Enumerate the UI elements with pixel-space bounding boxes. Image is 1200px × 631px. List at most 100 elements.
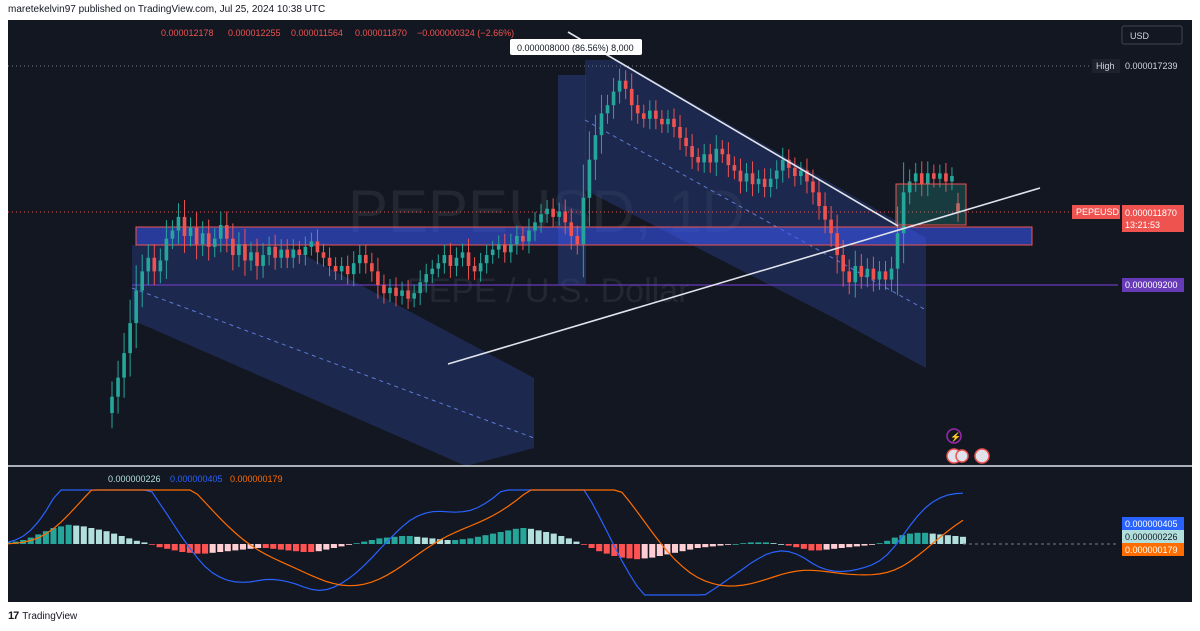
macd-histogram-bar <box>35 534 42 544</box>
candle-body <box>654 110 658 119</box>
macd-histogram-bar <box>292 544 300 552</box>
candle-body <box>339 265 344 272</box>
candle-body <box>158 260 163 272</box>
macd-histogram-bar <box>838 544 845 548</box>
macd-histogram-bar <box>702 544 709 548</box>
candle-body <box>478 263 483 272</box>
candle-body <box>593 135 598 160</box>
high-value-label: 0.000017239 <box>1125 61 1178 71</box>
candle-body <box>768 178 773 187</box>
macd-histogram-bar <box>611 544 618 556</box>
chart-frame: PEPEUSD, 1D PEPE / U.S. Dollar 0.0000121… <box>8 20 1192 602</box>
candle-body <box>696 156 700 163</box>
candle-body <box>539 214 543 223</box>
candle-body <box>919 173 924 185</box>
candle-body <box>243 244 247 261</box>
macd-histogram-bar <box>421 537 428 544</box>
macd-histogram-bar <box>490 533 497 544</box>
ohlc-close: 0.000011870 <box>355 28 407 38</box>
currency-button-label: USD <box>1130 31 1150 41</box>
candle-body <box>303 246 308 256</box>
candle-body <box>660 118 664 125</box>
candle-body <box>944 173 948 182</box>
macd-histogram-bar <box>239 544 246 550</box>
macd-histogram-bar <box>603 544 610 554</box>
macd-histogram-bar <box>353 543 360 544</box>
candle-body <box>527 230 531 242</box>
macd-histogram-bar <box>346 544 353 545</box>
candle-body <box>726 154 731 166</box>
us-flag-event-icon-3[interactable] <box>974 448 990 464</box>
macd-histogram-bar <box>164 544 171 549</box>
us-flag-event-icon-2[interactable] <box>955 449 969 463</box>
candle-body <box>895 233 900 269</box>
macd-histogram-bar <box>626 544 633 559</box>
candle-body <box>575 235 580 245</box>
macd-histogram-bar <box>891 537 898 544</box>
candle-body <box>883 271 888 280</box>
ascending-trendline <box>447 187 1041 365</box>
candle-body <box>315 241 320 253</box>
candle-body <box>297 249 302 256</box>
macd-histogram-bar <box>694 544 701 548</box>
lightning-event-icon[interactable] <box>946 428 962 444</box>
high-value-box <box>1122 59 1184 73</box>
macd-histogram-bar <box>399 536 406 544</box>
candle-body <box>200 233 205 245</box>
candle-body <box>357 255 362 264</box>
candle-body <box>472 265 477 272</box>
candle-body <box>521 235 525 242</box>
candle-body <box>762 178 767 187</box>
candle-body <box>351 263 356 275</box>
channel-right-midline <box>584 119 927 311</box>
candle-body <box>841 255 845 272</box>
macd-histogram-bar <box>565 538 572 544</box>
macd-histogram-bar <box>770 543 777 544</box>
macd-histogram-bar <box>937 534 944 544</box>
macd-histogram-bar <box>209 544 216 553</box>
macd-histogram-bar <box>452 540 459 544</box>
candle-body <box>901 192 906 234</box>
macd-histogram-bar <box>671 544 679 553</box>
currency-button[interactable] <box>1121 25 1183 45</box>
macd-histogram-bar <box>330 544 337 548</box>
candle-body <box>285 249 290 258</box>
price-chart[interactable]: PEPEUSD, 1D PEPE / U.S. Dollar 0.0000121… <box>8 20 1192 602</box>
symbol-tag-box <box>1072 205 1120 219</box>
macd-histogram-bar <box>148 544 156 545</box>
candle-body <box>672 118 676 127</box>
macd-histogram-bar <box>664 544 671 555</box>
candle-body <box>750 173 755 185</box>
macd-histogram-bar <box>50 528 57 544</box>
macd-histogram-bar <box>95 529 102 544</box>
candle-body <box>164 238 169 261</box>
candle-body <box>666 118 670 125</box>
candle-body <box>225 225 229 239</box>
tradingview-logo-text: TradingView <box>22 610 78 622</box>
candle-body <box>237 244 241 256</box>
candle-body <box>605 105 610 114</box>
candle-body <box>182 216 187 236</box>
macd-histogram-bar <box>550 533 557 544</box>
candle-body <box>279 249 284 258</box>
macd-histogram-bar <box>444 540 451 544</box>
macd-histogram-bar <box>732 544 739 545</box>
candle-body <box>146 257 151 272</box>
macd-histogram-bar <box>88 528 95 544</box>
macd-histogram-bar <box>906 533 913 544</box>
candle-body <box>581 197 586 245</box>
macd-histogram-bar <box>929 533 936 544</box>
ohlc-high: 0.000012255 <box>228 28 281 38</box>
candle-body <box>291 249 296 258</box>
macd-histogram-bar <box>656 544 663 556</box>
candle-body <box>708 154 713 163</box>
candle-body <box>678 126 682 138</box>
candle-body <box>648 110 652 119</box>
macd-histogram-bar <box>740 543 747 544</box>
candle-body <box>436 263 441 269</box>
candle-body <box>865 268 870 277</box>
macd-histogram-bar <box>831 544 838 549</box>
candle-body <box>466 252 471 266</box>
measure-tooltip-box <box>510 39 642 55</box>
candle-body <box>212 238 217 247</box>
